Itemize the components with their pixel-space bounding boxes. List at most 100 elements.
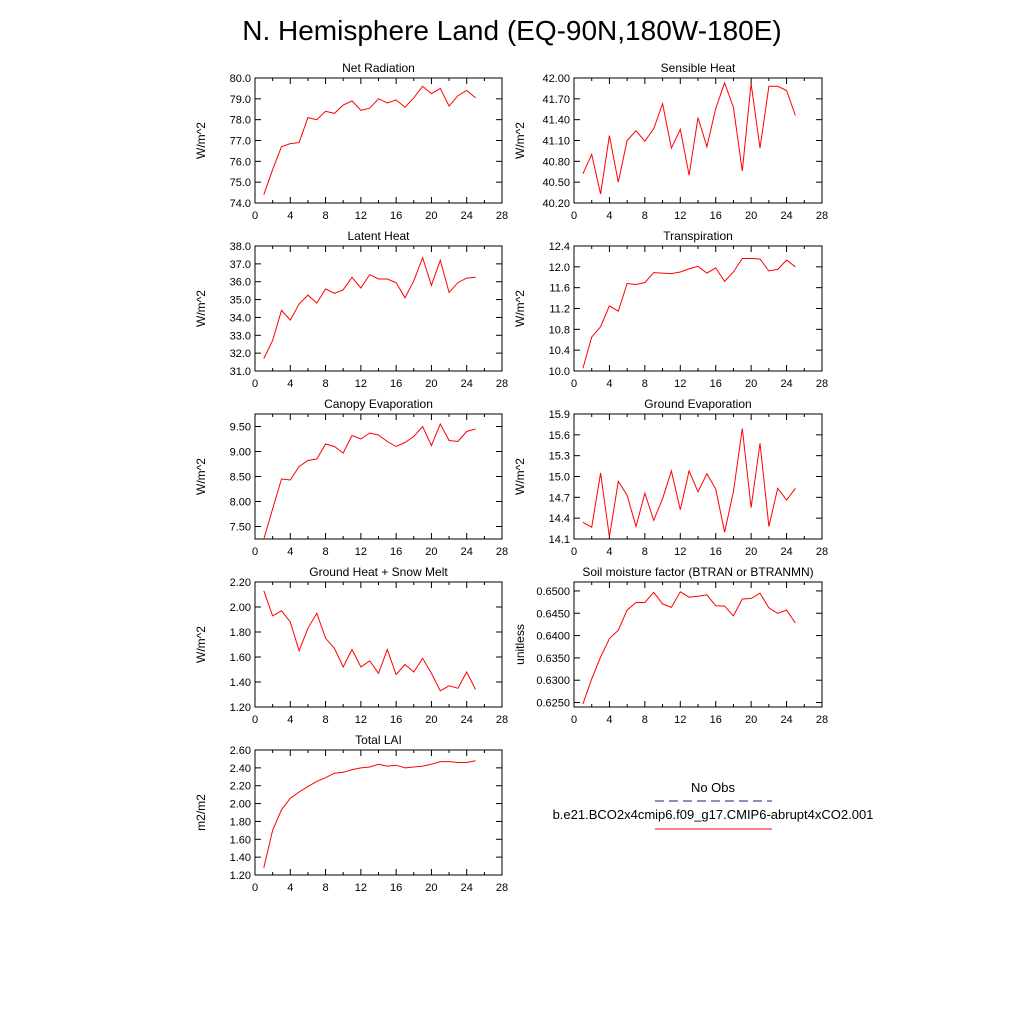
x-tick-label: 16	[390, 210, 402, 222]
series-line	[263, 760, 476, 869]
x-tick-label: 8	[642, 378, 648, 390]
chart-panel: Ground Heat + Snow Melt W/m^2 0 4 8 12 16 20 24 2…	[194, 565, 508, 726]
y-axis-label: unitless	[513, 624, 527, 665]
series-line	[582, 591, 796, 705]
chart-panel: Latent Heat W/m^2 0 4 8 12 16 20 24 28 31.0 32.0 33.…	[194, 229, 508, 390]
y-tick-label: 2.40	[230, 763, 251, 775]
y-axis-label: W/m^2	[513, 458, 527, 495]
y-tick-label: 33.0	[230, 330, 251, 342]
chart-panel: Sensible Heat W/m^2 0 4 8 12 16 20 24 28 40.20 40.5…	[513, 61, 828, 222]
series-line	[263, 85, 476, 195]
x-tick-label: 0	[252, 210, 258, 222]
x-tick-label: 8	[323, 882, 329, 894]
x-tick-label: 8	[323, 210, 329, 222]
y-tick-label: 37.0	[230, 259, 251, 271]
y-tick-label: 14.1	[549, 534, 570, 546]
y-tick-label: 0.6500	[536, 586, 570, 598]
x-tick-label: 8	[642, 714, 648, 726]
y-tick-label: 79.0	[230, 94, 251, 106]
x-tick-label: 28	[816, 210, 828, 222]
plot-frame	[573, 77, 823, 204]
y-tick-label: 1.60	[230, 652, 251, 664]
x-tick-label: 8	[323, 378, 329, 390]
y-tick-label: 0.6250	[536, 698, 570, 710]
y-tick-label: 34.0	[230, 312, 251, 324]
x-tick-label: 20	[745, 546, 757, 558]
y-tick-label: 40.80	[542, 156, 570, 168]
x-tick-label: 12	[674, 378, 686, 390]
y-tick-label: 40.50	[542, 177, 570, 189]
plot-frame	[573, 245, 823, 372]
legend-obs-label: No Obs	[691, 780, 736, 795]
y-axis-label: W/m^2	[513, 122, 527, 159]
series-line	[263, 422, 476, 540]
x-tick-label: 12	[674, 210, 686, 222]
y-tick-label: 80.0	[230, 73, 251, 85]
y-tick-label: 35.0	[230, 295, 251, 307]
y-tick-label: 8.00	[230, 497, 251, 509]
y-tick-label: 1.60	[230, 834, 251, 846]
plot-frame	[254, 581, 503, 708]
x-tick-label: 12	[355, 546, 367, 558]
y-tick-label: 1.80	[230, 816, 251, 828]
x-tick-label: 12	[355, 378, 367, 390]
series-line	[263, 590, 476, 692]
x-tick-label: 8	[323, 546, 329, 558]
x-tick-label: 28	[496, 546, 508, 558]
x-tick-label: 20	[745, 210, 757, 222]
y-tick-label: 74.0	[230, 198, 251, 210]
x-tick-label: 12	[674, 714, 686, 726]
y-tick-label: 1.40	[230, 852, 251, 864]
y-tick-label: 42.00	[542, 73, 570, 85]
chart-panel: Net Radiation W/m^2 0 4 8 12 16 20 24 28 74.0 75.0 7…	[194, 61, 508, 222]
x-tick-label: 16	[390, 378, 402, 390]
chart-title: Canopy Evaporation	[324, 397, 433, 411]
y-tick-label: 0.6300	[536, 675, 570, 687]
x-tick-label: 20	[425, 714, 437, 726]
x-tick-label: 28	[816, 378, 828, 390]
series-line	[582, 81, 796, 195]
y-tick-label: 1.20	[230, 870, 251, 882]
y-tick-label: 1.20	[230, 702, 251, 714]
chart-title: Ground Evaporation	[644, 397, 751, 411]
legend-run-label: b.e21.BCO2x4cmip6.f09_g17.CMIP6-abrupt4x…	[553, 807, 874, 822]
x-tick-label: 28	[496, 714, 508, 726]
chart-panel: Transpiration W/m^2 0 4 8 12 16 20 24 28 10.0 10.4 1…	[513, 229, 828, 390]
y-tick-label: 14.4	[549, 513, 570, 525]
x-tick-label: 0	[252, 546, 258, 558]
x-tick-label: 0	[252, 378, 258, 390]
y-tick-label: 11.2	[549, 304, 570, 316]
chart-panel: Canopy Evaporation W/m^2 0 4 8 12 16 20 24 28 7.50…	[194, 397, 508, 558]
chart-panel: Total LAI m2/m2 0 4 8 12 16 20 24 28 1.20 1.40 1.60 1…	[194, 733, 508, 894]
y-tick-label: 76.0	[230, 156, 251, 168]
x-tick-label: 24	[461, 882, 473, 894]
x-tick-label: 20	[745, 378, 757, 390]
x-tick-label: 4	[606, 210, 612, 222]
y-tick-label: 12.4	[549, 241, 570, 253]
x-tick-label: 20	[425, 378, 437, 390]
y-axis-label: W/m^2	[513, 290, 527, 327]
y-tick-label: 41.40	[542, 115, 570, 127]
chart-title: Ground Heat + Snow Melt	[309, 565, 448, 579]
x-tick-label: 20	[425, 546, 437, 558]
x-tick-label: 12	[355, 714, 367, 726]
legend: No Obs b.e21.BCO2x4cmip6.f09_g17.CMIP6-a…	[553, 780, 874, 830]
x-tick-label: 8	[642, 546, 648, 558]
x-tick-label: 24	[780, 210, 792, 222]
x-tick-label: 24	[780, 714, 792, 726]
x-tick-label: 8	[323, 714, 329, 726]
y-tick-label: 7.50	[230, 522, 251, 534]
x-tick-label: 24	[461, 546, 473, 558]
figure-title: N. Hemisphere Land (EQ-90N,180W-180E)	[242, 15, 782, 46]
y-tick-label: 10.4	[549, 345, 570, 357]
y-tick-label: 10.0	[549, 366, 570, 378]
y-tick-label: 8.50	[230, 472, 251, 484]
x-tick-label: 28	[496, 210, 508, 222]
plot-frame	[254, 77, 503, 204]
x-tick-label: 4	[606, 378, 612, 390]
series-line	[582, 428, 796, 537]
x-tick-label: 12	[355, 210, 367, 222]
y-tick-label: 2.20	[230, 781, 251, 793]
y-tick-label: 15.6	[549, 430, 570, 442]
